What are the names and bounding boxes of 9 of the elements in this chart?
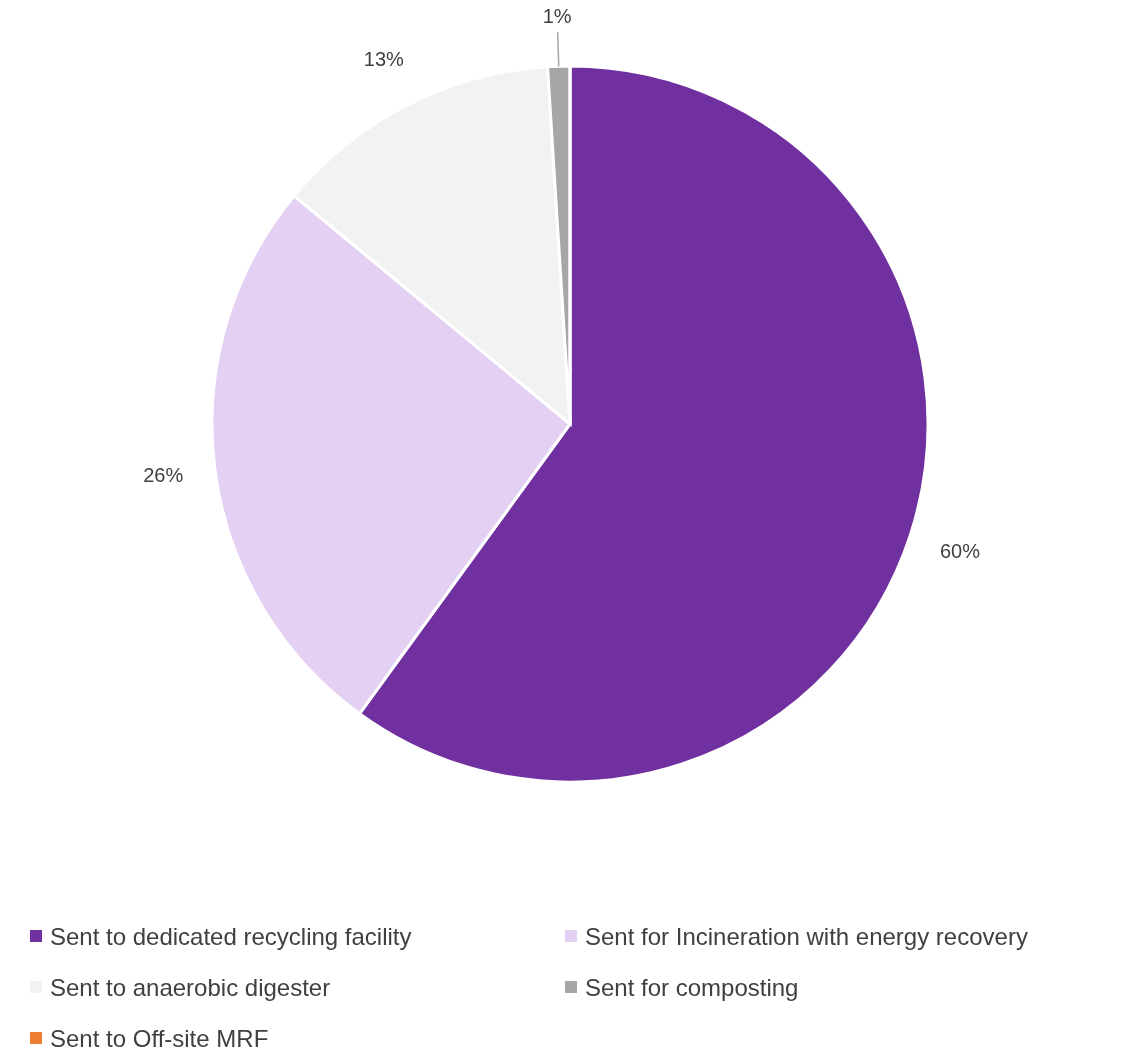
legend-label: Sent to dedicated recycling facility <box>50 922 412 950</box>
legend-label: Sent for Incineration with energy recovery <box>585 922 1028 950</box>
data-label: 1% <box>542 5 572 28</box>
data-label: 60% <box>939 539 981 562</box>
data-label: 26% <box>143 464 184 487</box>
legend-label: Sent to Off-site MRF <box>50 1024 269 1052</box>
legend-label: Sent for composting <box>585 973 799 1001</box>
data-label: 13% <box>363 47 405 70</box>
legend-label: Sent to anaerobic digester <box>50 973 331 1001</box>
